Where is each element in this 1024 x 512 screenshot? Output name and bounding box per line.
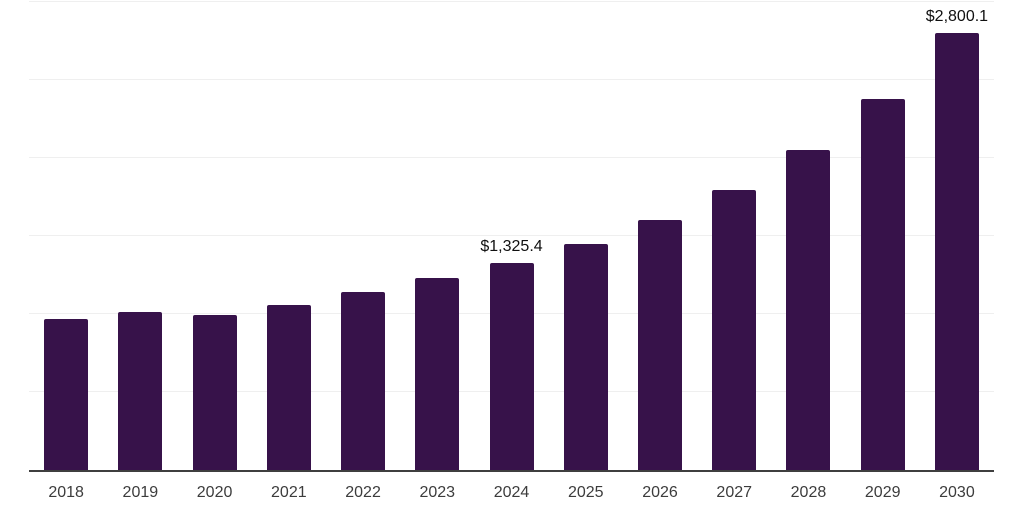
bar-2030 — [934, 33, 979, 470]
bar-2026 — [637, 220, 682, 470]
bar-2021 — [266, 304, 311, 470]
x-tick-label-2022: 2022 — [345, 484, 381, 501]
bar-2023 — [415, 278, 460, 470]
bar-2024 — [489, 263, 534, 470]
x-axis-tick-labels: 2018 2019 2020 2021 2022 2023 2024 2025 2026 2027… — [29, 483, 994, 503]
x-tick-label-2029: 2029 — [864, 484, 901, 501]
bar-2029 — [860, 98, 905, 470]
bar-2025 — [563, 243, 608, 470]
bar-series: $1,325.4 $2,800.1 — [29, 2, 994, 470]
gridline-2500 — [29, 79, 994, 80]
x-tick-label-2020: 2020 — [196, 484, 233, 501]
bar-2018 — [44, 318, 89, 470]
x-tick-label-2025: 2025 — [567, 484, 604, 501]
x-tick-label-2028: 2028 — [790, 484, 827, 501]
bar-slot-2022 — [326, 2, 400, 470]
bar-slot-2027 — [697, 2, 771, 470]
bar-slot-2024: $1,325.4 — [474, 2, 548, 470]
bar-2028 — [786, 150, 831, 470]
bar-2019 — [118, 311, 163, 470]
bar-slot-2020 — [177, 2, 251, 470]
bar-slot-2025 — [549, 2, 623, 470]
bar-2027 — [712, 189, 757, 470]
bar-slot-2018 — [29, 2, 103, 470]
gridline-2000 — [29, 157, 994, 158]
x-tick-label-2026: 2026 — [642, 484, 678, 501]
data-label-2024: $1,325.4 — [480, 238, 543, 256]
bar-slot-2019 — [103, 2, 177, 470]
bar-slot-2026 — [623, 2, 697, 470]
bar-slot-2023 — [400, 2, 474, 470]
data-label-2030: $2,800.1 — [925, 8, 989, 26]
x-tick-label-2018: 2018 — [48, 484, 84, 501]
x-tick-label-2027: 2027 — [716, 484, 753, 501]
x-tick-label-2019: 2019 — [122, 484, 159, 501]
gridline-1500 — [29, 235, 994, 236]
bar-slot-2028 — [771, 2, 845, 470]
bar-slot-2021 — [252, 2, 326, 470]
x-tick-label-2024: 2024 — [493, 484, 530, 501]
plot-area: $1,325.4 $2,800.1 — [29, 1, 994, 472]
x-tick-label-2023: 2023 — [419, 484, 456, 501]
bar-slot-2030: $2,800.1 — [920, 2, 994, 470]
x-tick-label-2030: 2030 — [939, 484, 975, 501]
x-tick-label-2021: 2021 — [271, 484, 307, 501]
bar-slot-2029 — [846, 2, 920, 470]
gridline-3000 — [29, 1, 994, 2]
bar-2022 — [341, 292, 386, 470]
bar-2020 — [192, 314, 237, 470]
